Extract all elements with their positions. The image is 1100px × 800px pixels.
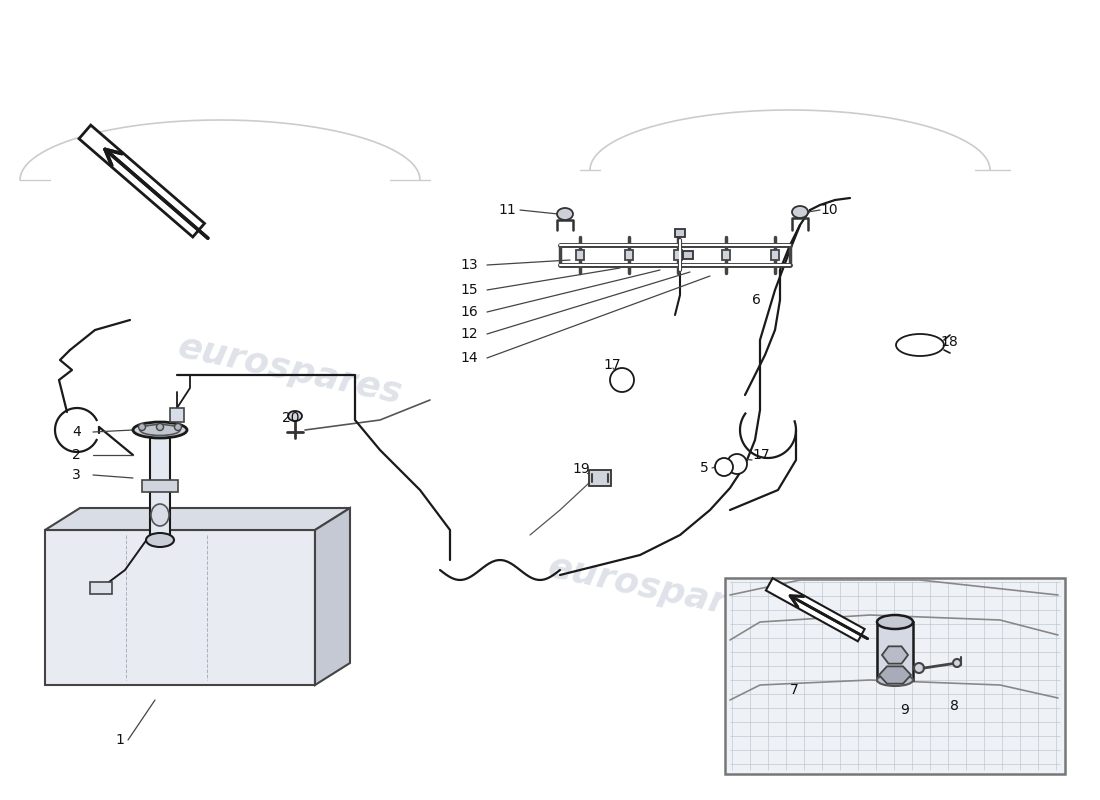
Text: 6: 6 [752, 293, 761, 307]
Bar [142, 480, 178, 492]
Text: 1: 1 [116, 733, 124, 747]
Text: 19: 19 [572, 462, 590, 476]
Bar [625, 250, 632, 260]
Ellipse shape [715, 458, 733, 476]
Circle shape [914, 663, 924, 673]
Polygon shape [45, 508, 350, 530]
Bar [673, 250, 682, 260]
Ellipse shape [133, 422, 187, 438]
Bar [771, 250, 779, 260]
Text: eurospares: eurospares [544, 550, 776, 630]
Text: 17: 17 [603, 358, 620, 372]
Ellipse shape [140, 425, 180, 435]
Ellipse shape [610, 368, 634, 392]
Polygon shape [879, 666, 911, 684]
Polygon shape [766, 578, 865, 642]
Polygon shape [45, 530, 315, 685]
Ellipse shape [557, 208, 573, 220]
Text: 14: 14 [460, 351, 477, 365]
Text: 5: 5 [700, 461, 708, 475]
Text: 10: 10 [820, 203, 837, 217]
Text: 20: 20 [282, 411, 299, 425]
Bar [588, 470, 610, 486]
Text: 18: 18 [940, 335, 958, 349]
Polygon shape [315, 508, 350, 685]
Text: 16: 16 [460, 305, 477, 319]
Ellipse shape [288, 411, 302, 421]
Text: 9: 9 [900, 703, 909, 717]
Polygon shape [882, 646, 908, 664]
Bar [877, 622, 913, 680]
Ellipse shape [877, 615, 913, 629]
Text: 11: 11 [498, 203, 516, 217]
Text: 4: 4 [72, 425, 80, 439]
Circle shape [953, 659, 961, 667]
Text: 2: 2 [72, 448, 80, 462]
Ellipse shape [151, 504, 169, 526]
Ellipse shape [896, 334, 944, 356]
Ellipse shape [877, 674, 913, 686]
Text: 7: 7 [790, 683, 799, 697]
FancyBboxPatch shape [725, 578, 1065, 774]
Text: 17: 17 [752, 448, 770, 462]
Ellipse shape [146, 533, 174, 547]
Bar [675, 229, 685, 237]
Text: 15: 15 [460, 283, 477, 297]
Circle shape [156, 423, 164, 430]
Circle shape [175, 423, 182, 430]
Text: eurospares: eurospares [175, 330, 405, 410]
Text: 13: 13 [460, 258, 477, 272]
Ellipse shape [792, 206, 808, 218]
Bar [576, 250, 584, 260]
Text: 8: 8 [950, 699, 959, 713]
Bar [723, 250, 730, 260]
Bar [90, 582, 112, 594]
Ellipse shape [727, 454, 747, 474]
Bar [683, 251, 693, 259]
Bar [150, 438, 170, 538]
Circle shape [139, 423, 145, 430]
Text: 12: 12 [460, 327, 477, 341]
Bar [170, 408, 184, 422]
Polygon shape [79, 125, 205, 237]
Text: 3: 3 [72, 468, 80, 482]
